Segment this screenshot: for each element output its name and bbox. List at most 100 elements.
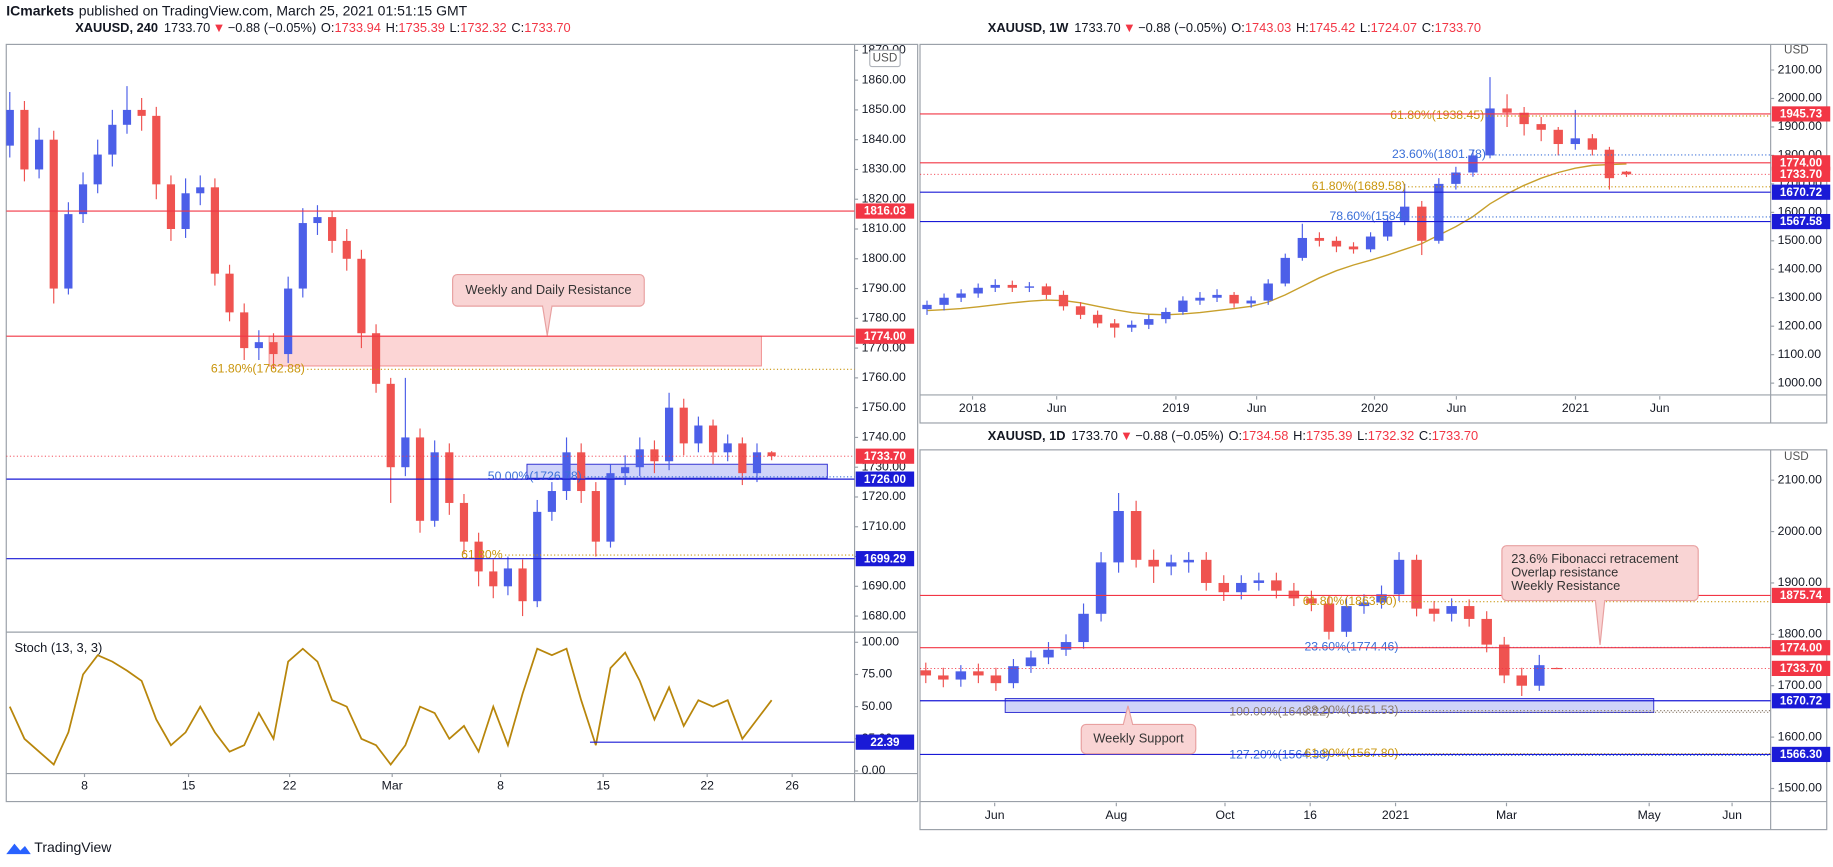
- candle-body: [1078, 613, 1089, 643]
- callout-text: Weekly and Daily Resistance: [465, 282, 631, 297]
- y-tick-label: 1800.00: [862, 251, 906, 265]
- zone: [1004, 698, 1655, 713]
- x-tick-label: 22: [283, 779, 297, 793]
- candle-body: [328, 217, 337, 241]
- x-tick-label: 2019: [1162, 401, 1189, 415]
- ohlc-value: 1745.42: [1309, 21, 1355, 36]
- candle-body: [1519, 112, 1529, 125]
- candle-body: [1376, 594, 1387, 603]
- candle-body: [1127, 324, 1137, 328]
- ohlc-value: 1735.39: [1306, 428, 1352, 443]
- callout-text: Weekly Resistance: [1511, 578, 1620, 593]
- x-tick-label: Jun: [1047, 401, 1067, 415]
- candle-body: [1007, 284, 1017, 288]
- candle-body: [1058, 294, 1069, 307]
- candle-body: [606, 473, 615, 542]
- candle-body: [1536, 124, 1546, 130]
- published: published on TradingView.com, March 25, …: [79, 2, 468, 18]
- candle-body: [1218, 582, 1230, 593]
- candle-body: [1553, 129, 1563, 145]
- y-tick-label: 1850.00: [862, 102, 906, 116]
- price-tag-label: 1566.30: [1780, 748, 1823, 761]
- candle-body: [1365, 236, 1376, 250]
- candle-body: [342, 240, 351, 259]
- y-tick-label: 1780.00: [862, 311, 906, 325]
- price-tag: [1771, 693, 1831, 709]
- candle-body: [1200, 559, 1212, 583]
- candle-body: [1621, 171, 1632, 175]
- candle-body: [489, 571, 498, 587]
- candle-body: [49, 139, 58, 289]
- y-tick-label: 1820.00: [862, 191, 906, 205]
- y-tick-label: 1900.00: [1778, 119, 1822, 133]
- price-tag: [1771, 660, 1831, 677]
- y-tick-label: 2000.00: [1778, 91, 1822, 105]
- last-price: 1733.70: [1071, 428, 1117, 443]
- fib-label: 61.80%(1762.88): [211, 362, 305, 376]
- candle-body: [196, 187, 205, 194]
- candle-body: [562, 452, 571, 492]
- candle-body: [503, 568, 513, 587]
- candle-body: [1314, 237, 1325, 241]
- candle-body: [1446, 606, 1457, 614]
- candle-body: [1144, 319, 1154, 325]
- candle-body: [1323, 603, 1335, 632]
- candle-body: [64, 214, 73, 289]
- change: −0.88 (−0.05%): [228, 21, 317, 36]
- candle-body: [1183, 559, 1194, 563]
- price-tag: [1771, 166, 1831, 182]
- price-tag-label: 1774.00: [864, 330, 907, 343]
- callout-text: Overlap resistance: [1511, 565, 1618, 580]
- candle-body: [430, 452, 439, 521]
- callout-seam: [543, 304, 552, 308]
- last-price: 1733.70: [1074, 21, 1120, 36]
- candle-body: [738, 443, 747, 474]
- candle-body: [1024, 286, 1035, 288]
- y-tick-label: 1400.00: [1778, 262, 1822, 276]
- candle-body: [547, 491, 556, 512]
- candle-body: [922, 304, 932, 310]
- candle-body: [1534, 665, 1545, 686]
- price-tag: [855, 734, 915, 750]
- symbol: XAUUSD, 1W: [988, 21, 1070, 36]
- price-tag: [1771, 184, 1831, 200]
- ohlc-value: 1733.70: [1432, 428, 1478, 443]
- price-tag: [855, 471, 915, 487]
- price-tag-label: 1733.70: [864, 450, 907, 463]
- candle-body: [1502, 108, 1512, 113]
- candle-body: [386, 383, 395, 468]
- candle-body: [1434, 183, 1444, 241]
- x-tick-label: 2018: [959, 401, 986, 415]
- candle-body: [635, 449, 644, 468]
- candle-body: [1604, 149, 1615, 179]
- y-tick-label: 1800.00: [1778, 627, 1822, 641]
- candle-body: [1060, 642, 1072, 650]
- y-tick-label: 1100.00: [1778, 347, 1822, 361]
- ohlc-key: O:: [1231, 21, 1245, 36]
- candle-body: [650, 449, 659, 462]
- candle-body: [1165, 562, 1177, 567]
- zone: [268, 335, 762, 367]
- candle-body: [152, 115, 161, 185]
- fib-label: 50.00%(1726.78): [488, 469, 582, 483]
- logo-shape: [6, 843, 31, 855]
- x-tick-label: Oct: [1215, 808, 1235, 822]
- y-tick-label: 1200.00: [1778, 318, 1822, 332]
- candle-body: [1236, 582, 1247, 593]
- candle-body: [1041, 286, 1052, 295]
- candle-body: [1331, 240, 1342, 247]
- candle-body: [621, 467, 630, 474]
- candle-body: [108, 124, 117, 155]
- candle-body: [1075, 306, 1086, 315]
- x-tick-label: May: [1638, 808, 1662, 822]
- candle-body: [1428, 608, 1440, 614]
- unit-label: USD: [873, 52, 898, 65]
- price-tag-label: 22.39: [870, 736, 900, 749]
- x-tick-label: Mar: [1496, 808, 1517, 822]
- change-arrow: ▼: [213, 21, 226, 36]
- symbol: XAUUSD, 1D: [988, 428, 1066, 443]
- candle-body: [210, 187, 219, 274]
- price-tag-label: 1774.00: [1780, 156, 1823, 169]
